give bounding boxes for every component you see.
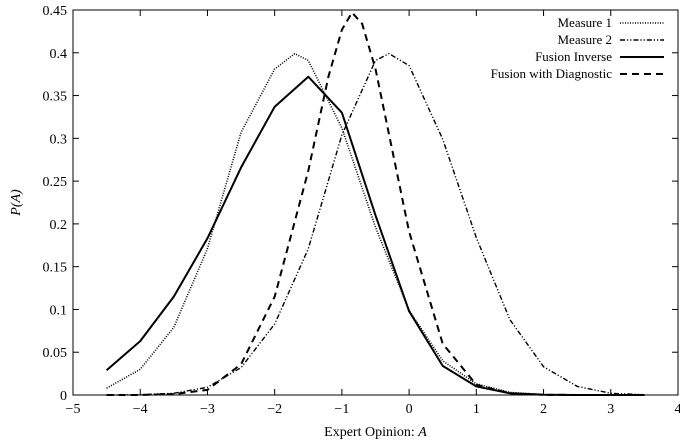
x-tick-label: 1 xyxy=(473,402,480,417)
x-tick-label: 2 xyxy=(540,402,547,417)
x-axis-title-variable: A xyxy=(417,425,427,440)
x-tick-label: −2 xyxy=(267,402,282,417)
x-axis-title-text: Expert Opinion: xyxy=(324,425,418,440)
y-tick-label: 0.35 xyxy=(43,90,68,105)
y-tick-label: 0.25 xyxy=(43,175,68,190)
x-tick-label: −5 xyxy=(66,402,81,417)
y-tick-label: 0.45 xyxy=(43,4,68,19)
x-axis-ticks: −5 −4 −3 −2 −1 0 1 2 3 4 xyxy=(66,10,680,417)
legend-label: Fusion Inverse xyxy=(535,49,612,64)
y-tick-label: 0.1 xyxy=(50,303,68,318)
y-axis-title: P(A) xyxy=(9,189,24,217)
x-tick-label: 0 xyxy=(406,402,413,417)
plot-frame xyxy=(72,9,679,396)
x-tick-label: −3 xyxy=(200,402,215,417)
x-tick-label: 3 xyxy=(607,402,614,417)
series-line xyxy=(106,52,645,396)
y-tick-label: 0.4 xyxy=(50,47,68,62)
y-axis-ticks: 0 0.05 0.1 0.15 0.2 0.25 0.3 0.35 0.4 0.45 xyxy=(43,4,678,404)
legend-label: Measure 2 xyxy=(557,32,612,47)
legend-label: Measure 1 xyxy=(557,15,612,30)
legend-label: Fusion with Diagnostic xyxy=(491,66,613,81)
x-axis-title: Expert Opinion: A xyxy=(324,425,427,440)
y-tick-label: 0.2 xyxy=(50,218,68,233)
y-tick-label: 0.15 xyxy=(43,261,68,276)
x-tick-label: −1 xyxy=(334,402,349,417)
y-tick-label: 0.3 xyxy=(50,132,68,147)
x-tick-label: −4 xyxy=(133,402,148,417)
y-tick-label: 0.05 xyxy=(43,346,68,361)
legend: Measure 1 Measure 2 Fusion Inverse Fusion w… xyxy=(491,15,664,81)
series-line xyxy=(105,75,645,396)
y-tick-label: 0 xyxy=(60,389,67,404)
series-line xyxy=(106,52,645,396)
x-tick-label: 4 xyxy=(675,402,680,417)
